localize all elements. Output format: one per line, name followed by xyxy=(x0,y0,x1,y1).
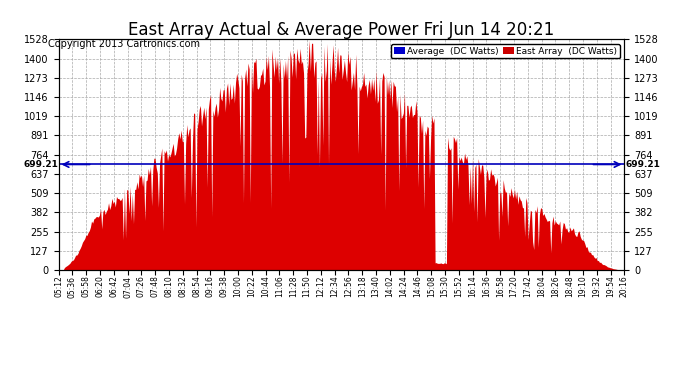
Text: 699.21: 699.21 xyxy=(23,160,58,169)
Text: 699.21: 699.21 xyxy=(625,160,660,169)
Title: East Array Actual & Average Power Fri Jun 14 20:21: East Array Actual & Average Power Fri Ju… xyxy=(128,21,555,39)
Text: Copyright 2013 Cartronics.com: Copyright 2013 Cartronics.com xyxy=(48,39,200,50)
Legend: Average  (DC Watts), East Array  (DC Watts): Average (DC Watts), East Array (DC Watts… xyxy=(391,44,620,58)
